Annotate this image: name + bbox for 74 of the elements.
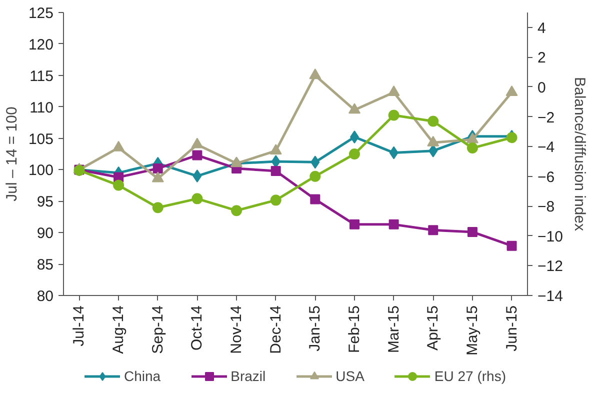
x-tick-label: Feb-15 <box>346 305 363 354</box>
x-tick-label: Nov-14 <box>228 305 246 354</box>
point <box>191 138 204 148</box>
y2-tick-label: −12 <box>538 258 563 276</box>
x-tick-label: May-15 <box>464 305 481 356</box>
point <box>348 148 360 160</box>
point <box>389 146 398 160</box>
point <box>112 140 125 152</box>
point <box>388 219 399 230</box>
x-tick-label: Apr-15 <box>424 305 442 351</box>
legend-label: China <box>124 368 161 384</box>
y-tick-label: 105 <box>28 130 54 148</box>
point <box>152 163 163 174</box>
x-tick-label: Mar-15 <box>385 305 402 354</box>
point <box>427 136 440 146</box>
y2-tick-label: −14 <box>538 288 563 305</box>
point <box>388 110 400 121</box>
point <box>388 86 400 96</box>
y2-tick-label: −6 <box>538 168 555 186</box>
point <box>270 166 281 176</box>
y-tick-label: 115 <box>30 68 54 85</box>
y-tick-label: 85 <box>36 256 54 274</box>
point <box>310 170 321 182</box>
x-tick-label: Oct-14 <box>188 306 206 351</box>
y-tick-label: 100 <box>28 162 54 180</box>
point <box>467 226 478 237</box>
y-tick-label: 90 <box>36 225 54 242</box>
point <box>348 103 360 114</box>
y2-tick-label: −10 <box>538 228 563 246</box>
y2-tick-label: 4 <box>538 20 546 37</box>
point <box>309 68 322 80</box>
point <box>152 202 164 214</box>
x-tick-label: Sep-14 <box>149 305 166 354</box>
legend-label: EU 27 (rhs) <box>434 368 506 384</box>
y-tick-label: 110 <box>30 99 54 116</box>
point <box>270 194 282 206</box>
point <box>231 205 242 216</box>
point <box>506 132 518 144</box>
y-tick-label: 125 <box>28 5 54 22</box>
point <box>466 142 478 154</box>
point <box>428 225 438 236</box>
point <box>152 172 164 182</box>
y-tick-label: 95 <box>36 194 54 211</box>
x-tick-label: Jul-14 <box>70 305 88 346</box>
legend-label: Brazil <box>230 368 266 384</box>
legend-label: USA <box>336 368 364 384</box>
point <box>506 240 517 251</box>
point <box>428 116 439 127</box>
point <box>230 156 243 168</box>
point <box>113 180 124 191</box>
point <box>310 156 320 169</box>
y2-tick-label: 2 <box>538 50 546 67</box>
y-axis-title: Jul – 14 = 100 <box>3 106 20 202</box>
x-tick-label: Dec-14 <box>267 305 284 354</box>
y-tick-label: 80 <box>36 288 54 305</box>
x-tick-label: Aug-14 <box>110 305 128 354</box>
y2-axis-title: Balance/diffusion index <box>570 77 588 232</box>
point <box>350 130 359 144</box>
y-tick-label: 120 <box>28 36 54 54</box>
point <box>192 193 203 204</box>
y2-tick-label: 0 <box>538 79 546 96</box>
point <box>349 219 360 230</box>
x-tick-label: Jun-15 <box>503 305 520 352</box>
point <box>506 86 518 96</box>
y2-tick-label: −8 <box>538 198 555 216</box>
point <box>192 170 202 183</box>
x-tick-label: Jan-15 <box>306 305 324 352</box>
point <box>466 132 478 144</box>
point <box>270 144 282 155</box>
point <box>192 150 202 160</box>
point <box>310 194 320 204</box>
y2-tick-label: −2 <box>538 109 555 126</box>
point <box>428 144 438 158</box>
y2-tick-label: −4 <box>538 139 555 156</box>
